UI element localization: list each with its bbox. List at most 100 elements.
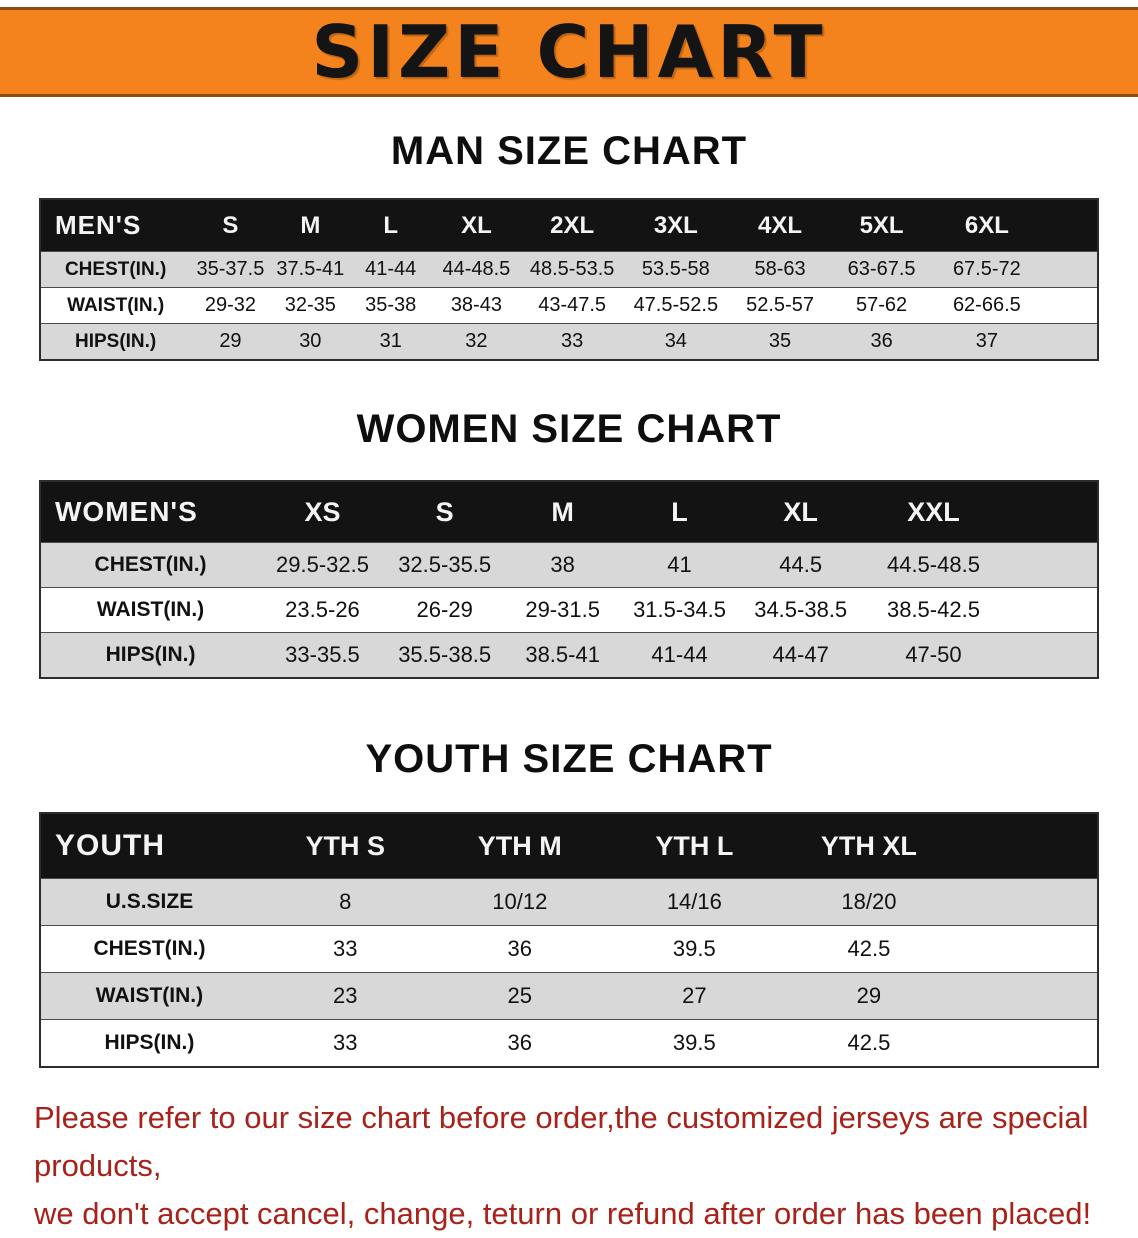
size-cell: 34.5-38.5 <box>738 587 864 633</box>
men-column-header: 3XL <box>622 199 729 252</box>
youth-column-header: YTH L <box>607 813 782 879</box>
women-chest-row: CHEST(IN.) 29.5-32.5 32.5-35.5 38 41 44.… <box>40 542 1098 588</box>
row-label: WAIST(IN.) <box>40 287 191 324</box>
men-column-header: XL <box>431 199 522 252</box>
men-column-header: 5XL <box>831 199 932 252</box>
row-label: CHEST(IN.) <box>40 925 258 973</box>
row-label: WAIST(IN.) <box>40 587 261 633</box>
row-label: CHEST(IN.) <box>40 542 261 588</box>
size-cell: 63-67.5 <box>831 251 932 288</box>
size-cell: 44.5 <box>738 542 864 588</box>
youth-ussize-row: U.S.SIZE 8 10/12 14/16 18/20 <box>40 878 1098 926</box>
women-section: WOMEN SIZE CHART WOMEN'S XS S M L XL XXL <box>0 407 1138 679</box>
size-cell: 36 <box>831 323 932 361</box>
size-cell: 18/20 <box>781 878 957 926</box>
women-column-header: XS <box>260 481 385 543</box>
size-cell: 32 <box>431 323 522 361</box>
size-cell: 42.5 <box>781 1019 957 1068</box>
disclaimer: Please refer to our size chart before or… <box>34 1094 1104 1238</box>
size-cell: 30 <box>270 323 350 361</box>
row-spacer <box>956 972 1098 1020</box>
size-cell: 31.5-34.5 <box>620 587 739 633</box>
row-spacer <box>1041 251 1098 288</box>
size-cell: 29 <box>781 972 957 1020</box>
row-label: CHEST(IN.) <box>40 251 191 288</box>
size-cell: 35.5-38.5 <box>384 632 505 679</box>
size-cell: 23.5-26 <box>260 587 385 633</box>
row-label: HIPS(IN.) <box>40 323 191 361</box>
disclaimer-line-1: Please refer to our size chart before or… <box>34 1100 1089 1184</box>
size-cell: 31 <box>349 323 432 361</box>
men-column-header: 4XL <box>728 199 832 252</box>
size-cell: 42.5 <box>781 925 957 973</box>
size-cell: 58-63 <box>728 251 832 288</box>
size-cell: 57-62 <box>831 287 932 324</box>
youth-column-header: YTH M <box>432 813 608 879</box>
youth-section-heading: YOUTH SIZE CHART <box>365 737 773 781</box>
men-chest-row: CHEST(IN.) 35-37.5 37.5-41 41-44 44-48.5… <box>40 251 1098 288</box>
men-hips-row: HIPS(IN.) 29 30 31 32 33 34 35 36 37 <box>40 323 1098 361</box>
size-cell: 29.5-32.5 <box>260 542 385 588</box>
men-waist-row: WAIST(IN.) 29-32 32-35 35-38 38-43 43-47… <box>40 287 1098 324</box>
women-column-header: XXL <box>863 481 1004 543</box>
row-label: HIPS(IN.) <box>40 1019 258 1068</box>
size-cell: 35-37.5 <box>190 251 271 288</box>
disclaimer-line-2: we don't accept cancel, change, teturn o… <box>34 1196 1092 1232</box>
row-label: U.S.SIZE <box>40 878 258 926</box>
size-cell: 44.5-48.5 <box>863 542 1004 588</box>
women-section-heading: WOMEN SIZE CHART <box>356 407 782 451</box>
women-hips-row: HIPS(IN.) 33-35.5 35.5-38.5 38.5-41 41-4… <box>40 632 1098 679</box>
size-cell: 32.5-35.5 <box>384 542 505 588</box>
size-cell: 41-44 <box>349 251 432 288</box>
size-cell: 23 <box>257 972 433 1020</box>
row-spacer <box>1003 587 1098 633</box>
size-cell: 14/16 <box>607 878 782 926</box>
youth-column-header: YTH XL <box>781 813 957 879</box>
size-cell: 41 <box>620 542 739 588</box>
header-spacer <box>1003 481 1098 543</box>
size-cell: 36 <box>432 925 608 973</box>
row-spacer <box>956 878 1098 926</box>
size-cell: 10/12 <box>432 878 608 926</box>
women-size-table: WOMEN'S XS S M L XL XXL CHEST(IN.) 29.5-… <box>39 480 1099 679</box>
size-cell: 34 <box>622 323 729 361</box>
header-spacer <box>1041 199 1098 252</box>
men-corner-label: MEN'S <box>40 199 191 252</box>
men-section-heading: MAN SIZE CHART <box>390 129 748 173</box>
size-cell: 41-44 <box>620 632 739 679</box>
size-cell: 35-38 <box>349 287 432 324</box>
size-cell: 33-35.5 <box>260 632 385 679</box>
size-cell: 38.5-41 <box>504 632 621 679</box>
size-cell: 43-47.5 <box>521 287 623 324</box>
youth-section: YOUTH SIZE CHART YOUTH YTH S YTH M YTH L… <box>0 737 1138 1068</box>
row-spacer <box>1003 632 1098 679</box>
women-column-header: S <box>384 481 505 543</box>
size-cell: 62-66.5 <box>931 287 1042 324</box>
youth-corner-label: YOUTH <box>40 813 258 879</box>
size-cell: 39.5 <box>607 1019 782 1068</box>
size-cell: 26-29 <box>384 587 505 633</box>
size-cell: 44-47 <box>738 632 864 679</box>
size-cell: 36 <box>432 1019 608 1068</box>
row-label: WAIST(IN.) <box>40 972 258 1020</box>
men-header-row: MEN'S S M L XL 2XL 3XL 4XL 5XL 6XL <box>40 199 1098 252</box>
row-spacer <box>956 1019 1098 1068</box>
size-cell: 44-48.5 <box>431 251 522 288</box>
size-cell: 47-50 <box>863 632 1004 679</box>
size-cell: 53.5-58 <box>622 251 729 288</box>
youth-size-table: YOUTH YTH S YTH M YTH L YTH XL U.S.SIZE … <box>39 812 1099 1068</box>
men-section: MAN SIZE CHART MEN'S S M L XL 2XL 3XL 4X… <box>0 129 1138 361</box>
row-spacer <box>1041 323 1098 361</box>
youth-hips-row: HIPS(IN.) 33 36 39.5 42.5 <box>40 1019 1098 1068</box>
size-cell: 35 <box>728 323 832 361</box>
size-cell: 29-32 <box>190 287 271 324</box>
size-cell: 67.5-72 <box>931 251 1042 288</box>
youth-chest-row: CHEST(IN.) 33 36 39.5 42.5 <box>40 925 1098 973</box>
men-column-header: S <box>190 199 271 252</box>
size-cell: 39.5 <box>607 925 782 973</box>
size-cell: 29 <box>190 323 271 361</box>
women-waist-row: WAIST(IN.) 23.5-26 26-29 29-31.5 31.5-34… <box>40 587 1098 633</box>
size-cell: 47.5-52.5 <box>622 287 729 324</box>
men-size-table: MEN'S S M L XL 2XL 3XL 4XL 5XL 6XL CHEST… <box>39 198 1099 361</box>
banner: SIZE CHART <box>0 7 1138 97</box>
